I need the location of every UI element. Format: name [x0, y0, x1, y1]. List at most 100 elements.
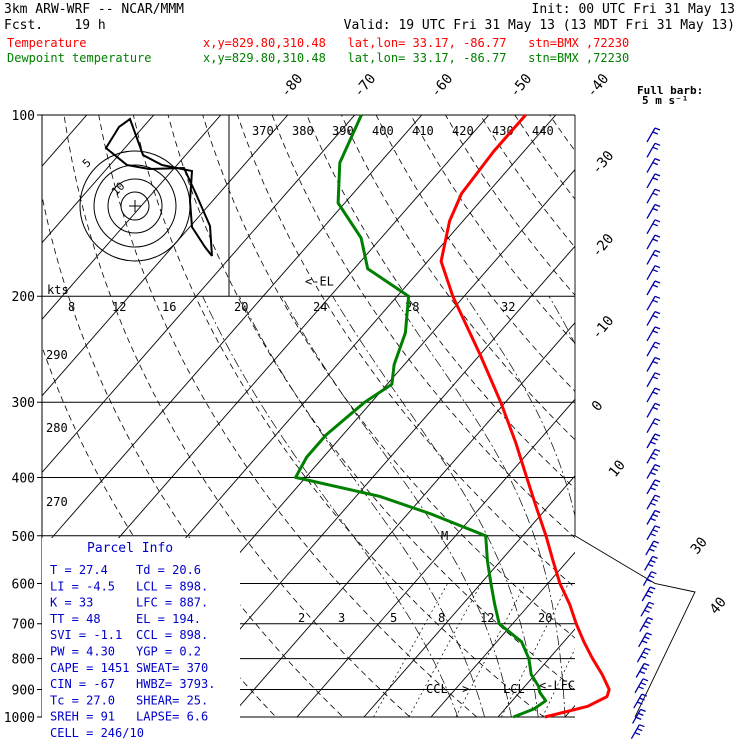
parcel-info-title: Parcel Info: [87, 541, 173, 556]
full-barb-units: 5 m s⁻¹: [642, 94, 688, 107]
forecast-hour: Fcst. 19 h: [4, 18, 106, 33]
pressure-label-600: 600: [12, 577, 35, 592]
mixing-ratio-line: [408, 583, 482, 717]
dry-adiabat: [514, 115, 575, 200]
hodograph-ring: [120, 191, 150, 221]
pressure-label-100: 100: [12, 109, 35, 124]
theta-left-label: 290: [46, 348, 68, 362]
wind-barb: [646, 295, 661, 311]
parcel-info-right: SWEAT= 370: [136, 661, 208, 675]
parcel-info-left: Tc = 27.0: [50, 693, 115, 707]
wind-barb: [646, 525, 661, 541]
isotherm: [162, 245, 575, 717]
parcel-info-right: LFC = 887.: [136, 596, 208, 610]
hodograph-ring-label: 10: [109, 180, 128, 199]
mixing-ratio-label-upper: 16: [162, 300, 176, 314]
parcel-info-left: CELL = 246/10: [50, 726, 144, 740]
wind-barb: [640, 601, 655, 617]
mixing-ratio-label-upper: 8: [68, 300, 75, 314]
temp-axis-label: -10: [589, 313, 618, 343]
parcel-info-background: [42, 538, 240, 718]
dry-adiabat: [202, 115, 575, 639]
isotherm: [497, 628, 575, 717]
wind-barb: [646, 310, 661, 326]
hodograph-units: kts: [47, 283, 69, 297]
wind-barb: [633, 693, 648, 709]
dry-adiabat: [584, 115, 740, 730]
pressure-label-300: 300: [12, 396, 35, 411]
mixing-ratio-label-lower: 2: [298, 611, 305, 625]
wind-barb: [646, 448, 661, 464]
dewpoint-location: x,y=829.80,310.48 lat,lon= 33.17, -86.77…: [203, 51, 629, 65]
mixing-ratio-label-upper: 20: [234, 300, 248, 314]
hodograph-trace: [104, 117, 213, 257]
mixing-ratio-line: [373, 583, 449, 717]
mixing-ratio-label-lower: 20: [538, 611, 552, 625]
parcel-info-right: LAPSE= 6.6: [136, 710, 208, 724]
parcel-info-right: Td = 20.6: [136, 563, 201, 577]
theta-left-label: 280: [46, 421, 68, 435]
pressure-label-400: 400: [12, 471, 35, 486]
wind-barb: [646, 509, 661, 525]
lfc-marker: <-LFC: [539, 679, 575, 693]
wind-barb: [646, 265, 661, 281]
wind-barb: [635, 662, 650, 678]
wind-barb: [646, 433, 661, 449]
pressure-label-200: 200: [12, 290, 35, 305]
temp-axis-label: -30: [589, 148, 618, 178]
mixing-ratio-label-lower: 8: [438, 611, 445, 625]
ccl-marker: CCL ->: [426, 682, 469, 696]
isotherm: [363, 475, 575, 717]
temp-axis-label: 40: [707, 594, 730, 617]
isotherm: [296, 398, 575, 717]
temp-axis-label: -80: [278, 71, 307, 101]
parcel-info-right: LCL = 898.: [136, 579, 208, 593]
valid-time: Valid: 19 UTC Fri 31 May 13 (13 MDT Fri …: [344, 18, 735, 33]
theta-label: 400: [372, 124, 394, 138]
theta-label: 370: [252, 124, 274, 138]
isotherm: [430, 551, 575, 717]
dry-adiabat: [306, 115, 575, 490]
theta-label: 390: [332, 124, 354, 138]
pressure-label-1000: 1000: [4, 711, 35, 726]
theta-label: 440: [532, 124, 554, 138]
pressure-label-800: 800: [12, 653, 35, 668]
theta-left-label: 270: [46, 495, 68, 509]
pressure-label-900: 900: [12, 683, 35, 698]
el-marker: <-EL: [305, 274, 334, 288]
dry-adiabat: [479, 115, 575, 248]
theta-label: 420: [452, 124, 474, 138]
dry-adiabat: [341, 115, 575, 441]
wind-barb: [646, 203, 661, 219]
dry-adiabat: [688, 115, 740, 730]
parcel-info-left: TT = 48: [50, 612, 101, 626]
dry-adiabat: [375, 115, 575, 392]
parcel-info-right: YGP = 0.2: [136, 645, 201, 659]
theta-label: 380: [292, 124, 314, 138]
wind-barb: [632, 708, 646, 724]
wind-barb: [646, 234, 661, 250]
temperature-location: x,y=829.80,310.48 lat,lon= 33.17, -86.77…: [203, 36, 629, 50]
temp-axis-label: -40: [584, 71, 613, 101]
temp-axis-label: 30: [688, 534, 711, 557]
init-time: Init: 00 UTC Fri 31 May 13: [532, 2, 736, 17]
moist-adiabat: [238, 296, 485, 717]
temp-axis-label: -70: [351, 71, 380, 101]
hodograph-ring-label: 5: [80, 156, 94, 170]
temperature-legend: Temperature: [7, 36, 86, 50]
wind-barb: [641, 586, 656, 602]
temp-axis-label: 0: [589, 398, 607, 415]
dry-adiabat: [619, 115, 740, 730]
isotherm: [229, 322, 575, 717]
hodograph: [41, 115, 230, 297]
wind-barb: [642, 571, 657, 587]
wind-barb: [646, 127, 661, 143]
pressure-label-700: 700: [12, 618, 35, 633]
dry-adiabat: [445, 115, 575, 296]
wind-barb: [646, 372, 661, 388]
isotherm: [42, 115, 356, 474]
wind-barb: [646, 341, 661, 357]
parcel-info-left: PW = 4.30: [50, 645, 115, 659]
isotherm: [42, 115, 423, 550]
wind-barb: [646, 402, 661, 418]
